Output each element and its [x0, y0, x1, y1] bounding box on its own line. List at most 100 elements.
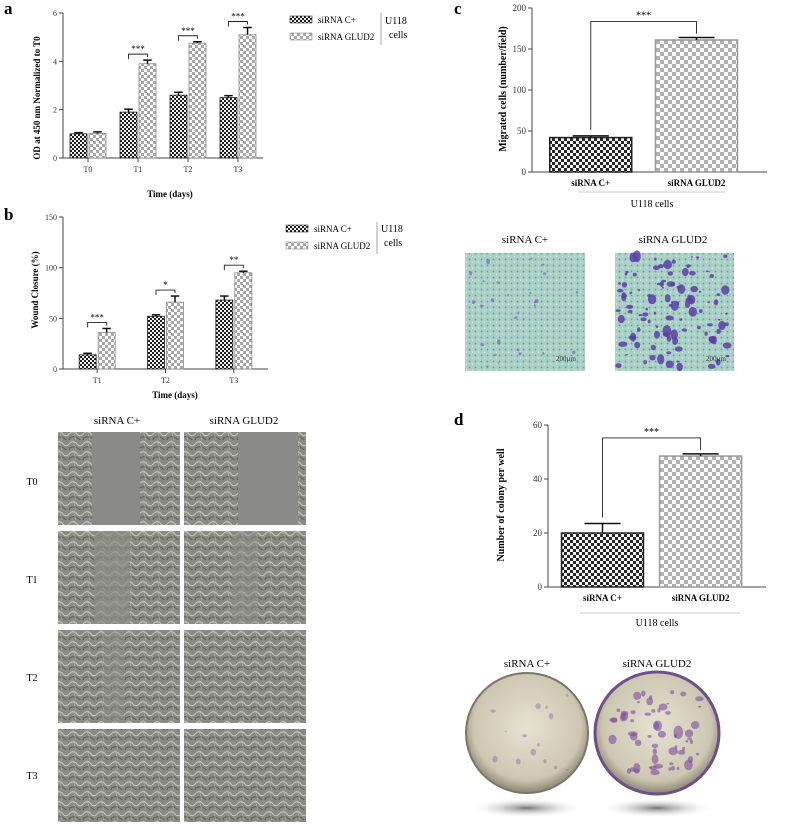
chart-c-sig-label: ***	[636, 11, 651, 22]
chart-d-xlabel: U118 cells	[636, 618, 679, 629]
migration-cell-glud	[638, 314, 643, 317]
migration-cell-glud	[725, 312, 728, 315]
migration-cell-glud	[690, 256, 694, 258]
migration-cell-ctrl	[469, 271, 473, 276]
migration-cell-glud	[664, 294, 671, 303]
migration-cell-glud	[656, 282, 661, 286]
migration-cell-ctrl	[518, 352, 522, 356]
colony-spot-ctrl	[553, 765, 558, 770]
migration-cell-ctrl	[529, 291, 532, 295]
wound-row-label-t2: T2	[26, 673, 37, 684]
colony-spot-ctrl	[566, 694, 569, 697]
migration-cell-glud	[681, 328, 687, 332]
migration-cell-glud	[707, 301, 710, 304]
colony-spot-glud	[673, 725, 684, 739]
colony-spot-glud	[684, 759, 693, 771]
wound-healing-images: siRNA C+ siRNA GLUD2 T0 T1 T2 T3	[26, 415, 306, 822]
migration-cell-glud	[657, 354, 665, 365]
colony-spot-glud	[682, 746, 686, 751]
chart-b-ytick-label-1: 50	[49, 314, 57, 323]
colony-dish-ctrl	[465, 672, 589, 794]
migration-cell-glud	[615, 309, 621, 312]
chart-a-bar-glud-t3	[238, 34, 257, 159]
colony-spot-glud	[630, 719, 634, 723]
colony-spot-ctrl	[545, 705, 548, 709]
chart-c-sig-bracket	[590, 21, 697, 130]
migration-cell-glud	[625, 354, 628, 356]
migration-cell-glud	[707, 363, 716, 369]
colony-spot-glud	[698, 705, 702, 708]
chart-d-bar-ctrl	[560, 532, 645, 588]
migration-cell-glud	[685, 298, 694, 303]
migration-cell-glud	[724, 322, 729, 327]
chart-c-xlabel: U118 cells	[631, 199, 674, 210]
chart-a-sig-label-t1: ***	[131, 44, 145, 54]
migration-cell-glud	[671, 259, 676, 264]
migration-cell-glud	[716, 328, 721, 335]
migration-cell-ctrl	[514, 316, 518, 319]
chart-a-ytick-label-1: 2	[53, 106, 57, 115]
colony-spot-ctrl	[530, 748, 537, 756]
chart-b-xtick-label-t2: T2	[161, 376, 170, 385]
migration-cell-glud	[637, 327, 641, 332]
colony-spot-glud	[658, 703, 668, 711]
chart-a-bar-glud-t2	[188, 42, 207, 159]
migration-cell-glud	[666, 351, 672, 355]
migration-cell-glud	[679, 318, 683, 321]
migration-cell-glud	[655, 325, 659, 328]
colony-spot-glud	[649, 766, 658, 771]
colony-spot-glud	[668, 747, 678, 756]
migration-cell-glud	[629, 252, 637, 263]
colony-spot-glud	[677, 750, 686, 755]
migration-cell-glud	[707, 323, 713, 327]
colony-spot-ctrl	[548, 712, 554, 720]
chart-d-xtick-label-glud: siRNA GLUD2	[672, 593, 730, 603]
colony-spot-ctrl	[492, 755, 498, 763]
migration-cell-ctrl	[533, 304, 536, 307]
colony-spot-glud	[666, 702, 670, 705]
migration-cell-glud	[690, 285, 698, 293]
chart-a-sig-label-t3: ***	[231, 12, 245, 22]
migration-cell-glud	[642, 312, 649, 317]
chart-c-ytick-label-2: 100	[513, 85, 527, 95]
colony-spot-glud	[657, 708, 661, 713]
migration-cell-glud	[624, 272, 628, 276]
migration-cell-glud	[676, 362, 683, 372]
migration-cell-glud	[721, 285, 730, 295]
migration-cell-ctrl	[530, 257, 533, 260]
wound-gap-t0-ctrl	[92, 432, 140, 525]
migration-cell-ctrl	[542, 352, 545, 355]
chart-b-sig-bracket-t2	[155, 289, 176, 296]
colony-images: siRNA C+ siRNA GLUD2	[465, 658, 721, 818]
legend-b-ctrl-label: siRNA C+	[314, 224, 352, 234]
wound-row-label-t1: T1	[26, 575, 37, 586]
colony-spot-glud	[657, 730, 667, 738]
colony-spot-glud	[665, 711, 671, 715]
migration-cell-glud	[621, 292, 626, 299]
legend-b-group-line2: cells	[384, 238, 402, 249]
colony-dish-glud	[593, 670, 721, 796]
migration-cell-glud	[715, 358, 721, 366]
colony-spot-glud	[647, 735, 652, 738]
chart-a-sig-label-t2: ***	[181, 26, 195, 36]
chart-b: Wound Closure (%) Time (days) siRNA C+ s…	[30, 213, 403, 400]
migration-cell-glud	[647, 319, 651, 324]
migration-cell-glud	[699, 309, 703, 314]
migration-cell-glud	[668, 303, 674, 307]
migration-cell-glud	[653, 311, 657, 315]
migration-cell-glud	[665, 360, 674, 369]
chart-b-xlabel: Time (days)	[152, 390, 198, 400]
colony-spot-ctrl	[504, 731, 507, 733]
colony-spot-glud	[689, 739, 693, 744]
chart-b-bar-ctrl-t1	[78, 354, 97, 370]
chart-b-bar-glud-t3	[234, 272, 253, 370]
panel-letter-d: d	[454, 410, 464, 429]
migration-cell-glud	[618, 341, 628, 347]
chart-d-sig-label: ***	[644, 427, 659, 438]
migration-cell-glud	[645, 307, 648, 311]
wound-col-label-glud: siRNA GLUD2	[210, 415, 279, 427]
chart-b-bar-glud-t1	[97, 332, 116, 370]
migration-cell-glud	[621, 282, 628, 288]
chart-d-ylabel: Number of colony per well	[496, 448, 507, 561]
migration-cell-glud	[688, 307, 697, 317]
